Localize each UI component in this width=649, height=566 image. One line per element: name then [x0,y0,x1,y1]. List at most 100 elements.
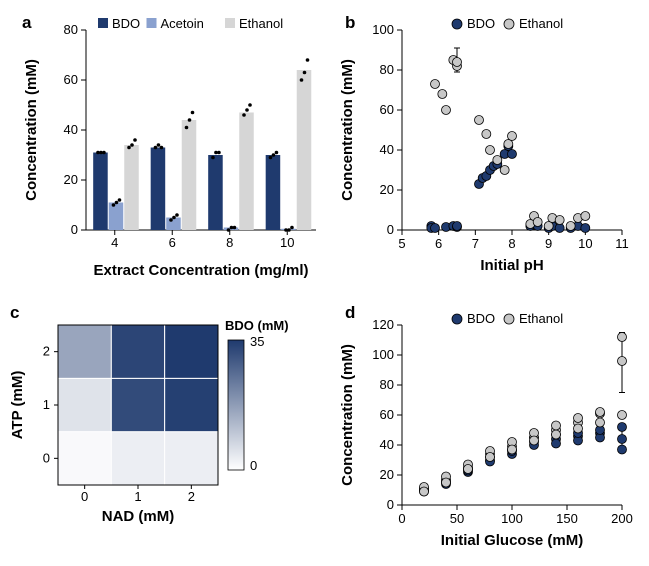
svg-text:100: 100 [501,511,523,526]
jitter-point [185,126,189,130]
bar-Ethanol [239,113,254,231]
svg-text:5: 5 [398,236,405,251]
jitter-point [112,203,116,207]
heatmap-cell [58,325,111,378]
jitter-point [191,111,195,115]
jitter-point [127,146,131,150]
data-point-Ethanol [442,106,451,115]
jitter-point [233,226,237,230]
svg-text:7: 7 [472,236,479,251]
svg-text:0: 0 [387,222,394,237]
jitter-point [160,146,164,150]
jitter-point [154,146,158,150]
data-point-Ethanol [431,80,440,89]
svg-text:40: 40 [64,122,78,137]
data-point-Ethanol [482,130,491,139]
svg-text:BDO: BDO [112,16,140,31]
svg-text:50: 50 [450,511,464,526]
svg-text:8: 8 [508,236,515,251]
data-point-Ethanol [574,424,583,433]
svg-text:60: 60 [380,407,394,422]
data-point-Ethanol [475,116,484,125]
jitter-point [217,151,221,155]
svg-text:80: 80 [380,62,394,77]
svg-text:20: 20 [64,172,78,187]
heatmap-cell [165,325,218,378]
svg-text:11: 11 [615,236,629,251]
data-point-Ethanol [464,465,473,474]
figure-container: a020406080Concentration (mM)Extract Conc… [0,0,649,561]
jitter-point [269,156,273,160]
jitter-point [275,151,279,155]
svg-text:100: 100 [372,347,394,362]
data-point-Ethanol [552,421,561,430]
svg-text:0: 0 [250,458,257,473]
jitter-point [175,213,179,217]
data-point-Ethanol [453,58,462,67]
data-point-Ethanol [508,445,517,454]
data-point-Ethanol [566,222,575,231]
svg-text:20: 20 [380,467,394,482]
data-point-Ethanol [581,212,590,221]
svg-text:Initial Glucose (mM): Initial Glucose (mM) [441,532,584,549]
svg-text:a: a [22,13,32,32]
svg-text:0: 0 [398,511,405,526]
bar-BDO [266,155,281,230]
data-point-Ethanol [552,430,561,439]
svg-text:0: 0 [71,222,78,237]
bar-BDO [93,153,108,231]
svg-text:ATP (mM): ATP (mM) [9,371,26,440]
svg-text:10: 10 [578,236,592,251]
legend-swatch [147,18,157,28]
svg-text:c: c [10,303,19,322]
svg-text:1: 1 [43,397,50,412]
heatmap-cell [58,378,111,431]
jitter-point [118,198,122,202]
svg-text:6: 6 [169,235,176,250]
svg-text:NAD (mM): NAD (mM) [102,508,175,525]
svg-text:35: 35 [250,334,264,349]
jitter-point [157,143,161,147]
svg-text:20: 20 [380,182,394,197]
svg-text:8: 8 [226,235,233,250]
svg-text:10: 10 [280,235,294,250]
jitter-point [245,108,249,112]
legend-marker [504,314,514,324]
jitter-point [102,151,106,155]
heatmap-cell [111,325,164,378]
legend-swatch [98,18,108,28]
svg-text:120: 120 [372,317,394,332]
bar-Ethanol [297,70,312,230]
data-point-Ethanol [618,357,627,366]
legend-marker [504,19,514,29]
svg-text:9: 9 [545,236,552,251]
data-point-BDO [431,224,440,233]
data-point-BDO [618,423,627,432]
jitter-point [172,216,176,220]
svg-text:0: 0 [387,497,394,512]
svg-text:2: 2 [43,344,50,359]
heatmap-cell [58,432,111,485]
bar-Acetoin [166,218,181,231]
svg-text:80: 80 [380,377,394,392]
bar-Acetoin [109,203,124,231]
svg-text:60: 60 [380,102,394,117]
svg-text:BDO: BDO [467,16,495,31]
legend-marker [452,19,462,29]
data-point-Ethanol [618,333,627,342]
jitter-point [248,103,252,107]
heatmap-cell [111,432,164,485]
jitter-point [272,153,276,157]
jitter-point [169,218,173,222]
svg-text:Concentration (mM): Concentration (mM) [23,59,40,201]
svg-text:BDO: BDO [467,311,495,326]
svg-text:40: 40 [380,142,394,157]
svg-text:Ethanol: Ethanol [519,16,563,31]
data-point-Ethanol [508,132,517,141]
bar-Ethanol [182,120,197,230]
data-point-Ethanol [438,90,447,99]
svg-text:Ethanol: Ethanol [239,16,283,31]
data-point-Ethanol [500,166,509,175]
svg-text:Acetoin: Acetoin [161,16,204,31]
svg-text:1: 1 [134,489,141,504]
